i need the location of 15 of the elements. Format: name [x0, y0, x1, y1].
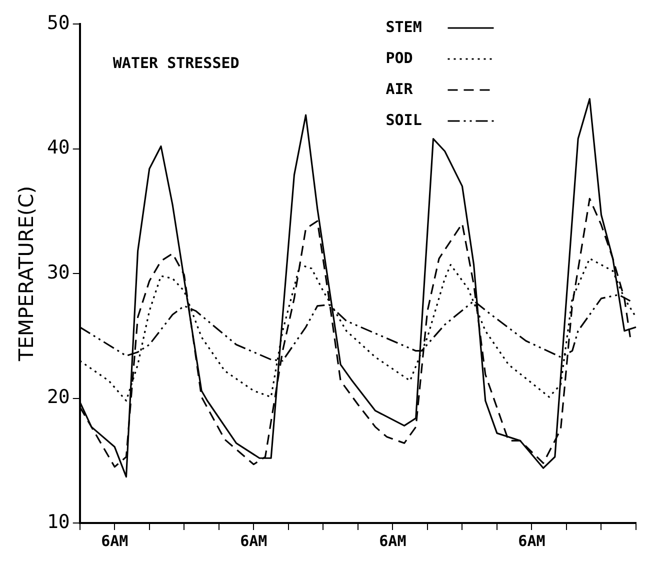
- y-tick-label: 20: [46, 386, 70, 408]
- y-tick-label: 50: [46, 12, 70, 34]
- legend-label: AIR: [386, 80, 414, 98]
- x-tick-label: 6AM: [101, 532, 128, 550]
- x-tick-label: 6AM: [518, 532, 546, 550]
- legend-label: STEM: [386, 18, 422, 36]
- x-tick-label: 6AM: [240, 532, 268, 550]
- annotation: WATER STRESSED: [112, 54, 240, 72]
- legend-label: POD: [386, 48, 413, 67]
- legend-label: SOIL: [386, 110, 422, 129]
- y-tick-label: 10: [46, 510, 70, 533]
- y-tick-label: 40: [46, 136, 70, 159]
- y-axis-title: TEMPERATURE(C): [14, 186, 38, 362]
- y-tick-label: 30: [46, 261, 70, 284]
- x-tick-label: 6AM: [379, 532, 406, 550]
